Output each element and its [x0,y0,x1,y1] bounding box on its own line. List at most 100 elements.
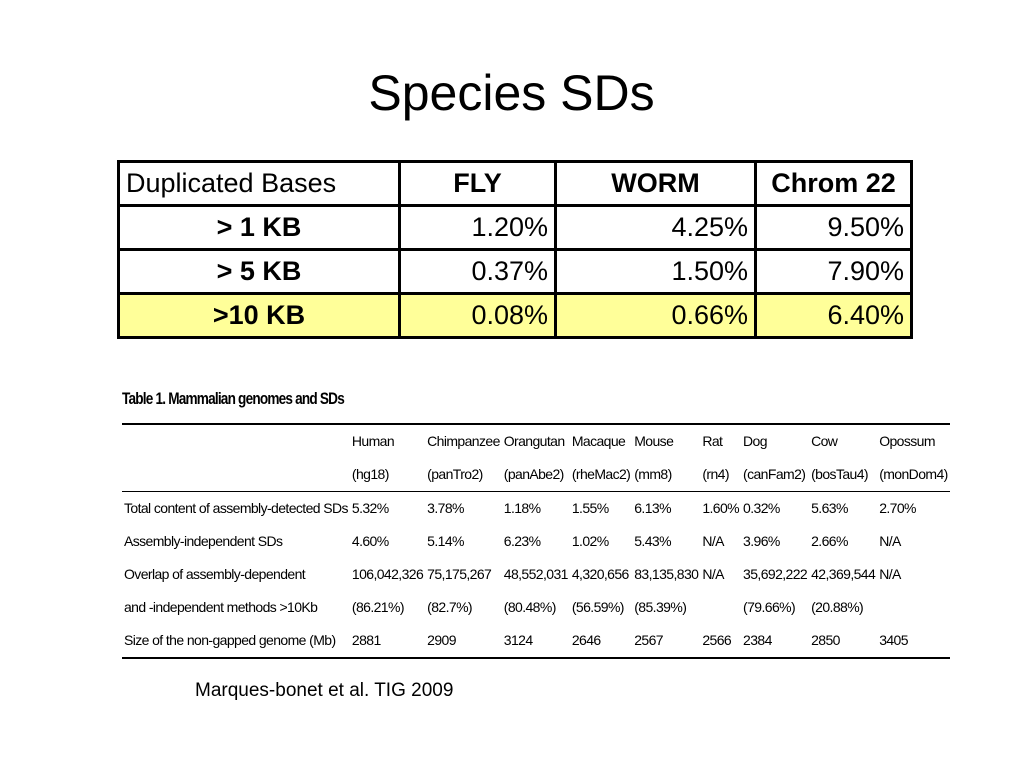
header-line: (hg18) [351,466,389,482]
cell-line: (79.66%) [743,599,796,615]
cell-line: 3124 [503,632,533,648]
header-cell: Opossum (monDom4) [877,424,950,492]
table-head: Human (hg18) Chimpanzee (panTro2) Orangutan (… [122,424,950,492]
cell: 9.50% [754,204,913,251]
cell-line: 3405 [879,632,908,648]
cell: 1.18% [502,492,570,526]
cell-line: (20.88%) [811,599,864,615]
row-label: Overlap of assembly-dependent and -indepe… [122,558,350,624]
table-body: Total content of assembly-detected SDs 5.… [122,492,950,659]
cell-line: 2566 [702,632,732,648]
cell-line: 1.55% [571,500,609,516]
header-line: Dog [743,433,767,449]
cell: 0.37% [398,248,557,295]
cell: 5.14% [425,525,502,558]
row: >10 KB 0.08% 0.66% 6.40% [117,292,913,339]
cell-line: 5.14% [427,533,464,549]
cell: N/A [877,525,950,558]
species-table: Duplicated Bases FLY WORM Chrom 22 > 1 KB 1.2… [117,160,913,339]
cell: 2850 [809,624,877,658]
header-cell: Mouse (mm8) [632,424,701,492]
header-line: Rat [702,433,723,449]
cell-line: 6.23% [503,533,541,549]
row-label: Assembly-independent SDs [122,525,350,558]
cell: 1.20% [398,204,557,251]
header-cell: Duplicated Bases [117,160,401,207]
cell: N/A [700,525,741,558]
row: > 1 KB 1.20% 4.25% 9.50% [117,204,913,251]
cell: 2.66% [809,525,877,558]
row-label: Total content of assembly-detected SDs [122,492,350,526]
cell-line: 6.13% [634,500,671,516]
cell: 6.13% [632,492,700,526]
header-line: (monDom4) [879,466,948,482]
row: Total content of assembly-detected SDs 5.… [122,492,950,526]
cell-line: 2909 [427,632,456,648]
header-line: Macaque [571,433,626,449]
cell-line: 4,320,656 [571,566,629,582]
cell: 42,369,544 (20.88%) [809,558,877,624]
cell-line: 4.60% [351,533,389,549]
cell-line: 3.78% [427,500,464,516]
cell: 3405 [877,624,950,658]
cell: 1.50% [554,248,757,295]
cell-line: 5.63% [811,500,848,516]
cell-line: N/A [879,566,901,582]
cell-line: 3.96% [743,533,780,549]
cell-line: 2384 [743,632,772,648]
citation: Marques-bonet et al. TIG 2009 [195,680,454,701]
cell-line: (86.21%) [351,599,405,615]
cell: 106,042,326 (86.21%) [350,558,425,624]
cell: > 5 KB [117,248,401,295]
cell: 2566 [700,624,741,658]
slide-title: Species SDs [368,65,655,121]
cell-line: 1.60% [702,500,740,516]
cell-line: 83,135,830 [634,566,699,582]
header-line: Mouse [634,433,674,449]
cell: 6.40% [754,292,913,339]
cell: 5.63% [809,492,877,526]
cell: 7.90% [754,248,913,295]
cell-line: N/A [702,566,724,582]
header-line: (panAbe2) [503,466,565,482]
cell-line: 2567 [634,632,663,648]
label-line: Size of the non-gapped genome (Mb) [124,632,336,648]
cell: 1.55% [570,492,632,526]
cell-line: 42,369,544 [811,566,876,582]
cell: 35,692,222 (79.66%) [741,558,809,624]
label-line: and -independent methods >10Kb [124,599,318,615]
cell: 3.78% [425,492,502,526]
header-cell: Human (hg18) [349,424,426,492]
cell: 0.66% [554,292,757,339]
cell: N/A [877,558,950,624]
header-cell: FLY [398,160,557,207]
cell: 2881 [350,624,425,658]
row: Assembly-independent SDs 4.60% 5.14% 6.23% 1… [122,525,950,558]
corner-cell [122,424,350,492]
header-cell: Chrom 22 [754,160,913,207]
header-cell: Dog (canFam2) [741,424,810,492]
header-line: Cow [811,433,838,449]
cell-line: (80.48%) [503,599,557,615]
cell: 1.02% [570,525,632,558]
cell: 4.60% [350,525,425,558]
label-line: Total content of assembly-detected SDs [124,500,348,516]
header-cell: Macaque (rheMac2) [569,424,633,492]
row: > 5 KB 0.37% 1.50% 7.90% [117,248,913,295]
cell-line: 2646 [571,632,601,648]
cell-line: 106,042,326 [351,566,424,582]
cell-line: 48,552,031 [503,566,569,582]
cell-line: 5.32% [351,500,389,516]
cell: 75,175,267 (82.7%) [425,558,502,624]
table-caption: Table 1. Mammalian genomes and SDs [122,389,345,408]
label-line: Overlap of assembly-dependent [124,566,306,582]
header-line: (canFam2) [743,466,806,482]
cell-line: 2.66% [811,533,848,549]
cell: > 1 KB [117,204,401,251]
cell: 0.08% [398,292,557,339]
header-cell: Orangutan (panAbe2) [501,424,570,492]
header-line: (bosTau4) [811,466,868,482]
row: Overlap of assembly-dependent and -indepe… [122,558,950,624]
cell-line: N/A [879,533,901,549]
cell: 2384 [741,624,809,658]
